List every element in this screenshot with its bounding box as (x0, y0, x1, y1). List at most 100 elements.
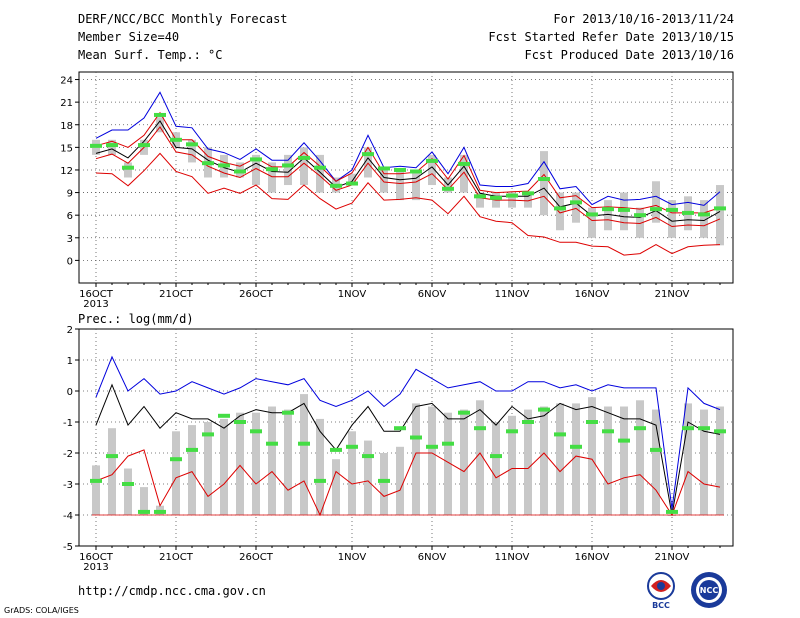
precip-observed-marker (314, 478, 326, 483)
temp-observed-marker (186, 142, 198, 147)
temp-spread-bar (124, 162, 132, 178)
precip-observed-marker (186, 447, 198, 452)
precip-observed-marker (666, 509, 678, 514)
precip-spread-bar (476, 400, 484, 515)
temp-frame (78, 71, 734, 284)
member-size-label: Member Size=40 (78, 30, 180, 44)
precip-spread-bar (332, 459, 340, 515)
precip-spread-bar (604, 406, 612, 515)
temp-spread-bar (540, 151, 548, 216)
temp-observed-marker (458, 161, 470, 166)
temp-spread-bar (156, 117, 164, 133)
precip-spread-bar (396, 446, 404, 515)
variable-label: Mean Surf. Temp.: °C (78, 48, 223, 62)
precip-observed-marker (362, 454, 374, 459)
precip-observed-marker (298, 441, 310, 446)
precip-xtick-label: 1NOV (338, 552, 367, 563)
temp-observed-marker (394, 167, 406, 172)
precip-xtick-label: 11NOV (495, 552, 530, 563)
period-label: For 2013/10/16-2013/11/24 (553, 12, 734, 26)
precip-observed-marker (506, 429, 518, 434)
precip-spread-bar (380, 453, 388, 515)
temp-spread-bar (348, 173, 356, 186)
precip-min-line (95, 449, 721, 517)
temp-ytick-label: 24 (60, 76, 73, 87)
precip-xtick-sublabel: 2013 (83, 562, 108, 573)
footer-url[interactable]: http://cmdp.ncc.cma.gov.cn (78, 584, 266, 598)
precip-observed-marker (650, 447, 662, 452)
temp-spread-bar (636, 207, 644, 238)
temp-observed-marker (250, 157, 262, 162)
precip-observed-marker (122, 482, 134, 486)
chart-title: DERF/NCC/BCC Monthly Forecast (78, 12, 288, 26)
precip-observed-marker (90, 478, 102, 483)
precip-spread-bar (204, 422, 212, 515)
temp-observed-marker (698, 212, 710, 217)
temp-spread-bar (396, 169, 404, 201)
precip-spread-bar (620, 406, 628, 515)
precip-observed-marker (682, 426, 694, 431)
temp-observed-marker (330, 183, 342, 188)
temp-observed-marker (138, 143, 150, 148)
precip-max-line (95, 355, 721, 509)
temp-observed-marker (538, 177, 550, 182)
temp-observed-marker (522, 191, 534, 196)
temp-max-line (95, 91, 721, 206)
precip-ytick-label: -1 (63, 418, 73, 429)
precip-spread-bar (636, 400, 644, 515)
precip-spread-bar (172, 431, 180, 515)
temp-observed-marker (506, 193, 518, 198)
precip-observed-marker (378, 478, 390, 483)
temp-observed-marker (106, 143, 118, 148)
temp-mean-line (95, 120, 721, 222)
temp-observed-marker (362, 152, 374, 157)
precip-xtick-label: 6NOV (418, 552, 447, 563)
temp-xtick-label: 6NOV (418, 289, 447, 300)
precip-spread-bar (300, 394, 308, 515)
precip-spread-bar (284, 409, 292, 515)
precip-spread-bar (652, 409, 660, 515)
temp-observed-marker (266, 167, 278, 172)
precip-observed-marker (218, 413, 230, 418)
temp-spread-bar (716, 185, 724, 246)
temp-ytick-label: 0 (67, 256, 73, 267)
bcc-logo-icon: BCC (647, 572, 675, 610)
temp-spread-bar (428, 154, 436, 186)
precip-observed-marker (522, 420, 534, 424)
precip-observed-marker (490, 454, 502, 459)
precip-observed-marker (570, 444, 582, 449)
precip-observed-marker (426, 444, 438, 449)
precip-ytick-label: 2 (67, 325, 73, 336)
precip-ytick-label: 1 (67, 356, 73, 367)
precip-observed-marker (410, 435, 422, 440)
temp-xtick-label: 21OCT (159, 289, 194, 300)
precip-observed-marker (234, 420, 246, 424)
precip-observed-marker (618, 438, 630, 443)
precip-spread-bar (348, 431, 356, 515)
temp-observed-marker (586, 212, 598, 217)
precip-frame (78, 328, 734, 547)
temp-observed-marker (650, 207, 662, 212)
precip-spread-bar (444, 412, 452, 515)
temp-observed-marker (314, 165, 326, 170)
temp-observed-marker (170, 137, 182, 142)
temp-ytick-label: 3 (67, 234, 73, 245)
precip-xtick-label: 16NOV (575, 552, 610, 563)
precip-spread-bar (252, 412, 260, 515)
precip-observed-marker (138, 509, 150, 514)
precip-observed-marker (266, 441, 278, 446)
precip-spread-bar (220, 418, 228, 515)
precip-ytick-label: 0 (67, 387, 73, 398)
precip-observed-marker (442, 441, 454, 446)
temp-xtick-label: 21NOV (655, 289, 690, 300)
temp-observed-marker (346, 181, 358, 186)
precip-spread-bar (268, 406, 276, 515)
temp-xtick-label: 11NOV (495, 289, 530, 300)
temp-observed-marker (378, 166, 390, 171)
temp-ytick-label: 15 (60, 143, 73, 154)
temp-observed-marker (442, 186, 454, 191)
precip-spread-bar (316, 418, 324, 515)
temp-observed-marker (202, 161, 214, 166)
